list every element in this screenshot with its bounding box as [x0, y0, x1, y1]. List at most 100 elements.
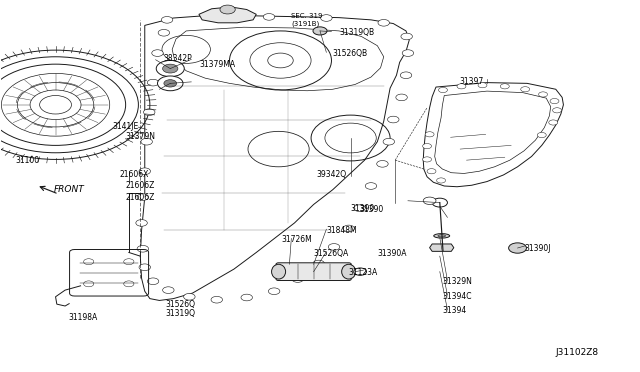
Circle shape	[402, 50, 413, 57]
Circle shape	[313, 260, 324, 267]
Circle shape	[478, 83, 487, 88]
Text: 31526QA: 31526QA	[314, 249, 349, 258]
Circle shape	[161, 16, 173, 23]
Circle shape	[241, 294, 252, 301]
Circle shape	[401, 33, 412, 40]
Circle shape	[388, 116, 399, 123]
Text: (3191B): (3191B)	[291, 20, 319, 27]
Circle shape	[124, 281, 134, 287]
Circle shape	[432, 198, 447, 207]
Circle shape	[396, 94, 407, 101]
Ellipse shape	[434, 234, 450, 238]
Circle shape	[220, 5, 236, 14]
Circle shape	[137, 194, 148, 201]
Text: 31379N: 31379N	[125, 132, 156, 141]
Circle shape	[343, 225, 355, 232]
Text: SEC. 319: SEC. 319	[291, 13, 323, 19]
Text: 31390J: 31390J	[524, 244, 550, 253]
Circle shape	[354, 268, 367, 275]
Text: 31397: 31397	[459, 77, 483, 86]
Text: 31726M: 31726M	[282, 235, 312, 244]
Circle shape	[422, 144, 431, 149]
Text: FRONT: FRONT	[54, 185, 84, 194]
Circle shape	[521, 87, 530, 92]
Text: 31123A: 31123A	[349, 268, 378, 277]
Circle shape	[206, 13, 218, 20]
Circle shape	[137, 246, 148, 252]
Circle shape	[313, 27, 327, 35]
Text: 31848M: 31848M	[326, 226, 357, 235]
Circle shape	[292, 276, 303, 282]
Circle shape	[425, 132, 434, 137]
Circle shape	[143, 109, 155, 115]
Circle shape	[156, 61, 184, 77]
Circle shape	[139, 168, 150, 174]
Circle shape	[147, 278, 159, 285]
Circle shape	[400, 72, 412, 78]
Text: 31319Q: 31319Q	[166, 309, 196, 318]
Circle shape	[268, 288, 280, 295]
Text: 38342P: 38342P	[164, 54, 193, 63]
Circle shape	[147, 79, 159, 86]
Text: 31319QB: 31319QB	[339, 28, 374, 37]
Circle shape	[136, 219, 147, 226]
Circle shape	[84, 281, 94, 287]
Circle shape	[124, 259, 134, 264]
Circle shape	[163, 287, 174, 294]
Circle shape	[365, 183, 377, 189]
Ellipse shape	[271, 264, 285, 279]
Circle shape	[328, 244, 340, 250]
FancyBboxPatch shape	[276, 263, 351, 280]
Circle shape	[211, 296, 223, 303]
Polygon shape	[429, 244, 454, 251]
Ellipse shape	[438, 235, 445, 237]
Text: 31329N: 31329N	[442, 278, 472, 286]
Polygon shape	[199, 7, 256, 23]
Circle shape	[163, 64, 178, 73]
Circle shape	[550, 99, 559, 104]
Circle shape	[158, 29, 170, 36]
Circle shape	[139, 264, 150, 270]
Circle shape	[184, 294, 195, 300]
Circle shape	[84, 259, 94, 264]
Circle shape	[422, 157, 431, 162]
Text: 31390: 31390	[360, 205, 384, 215]
Circle shape	[427, 169, 436, 174]
Text: 31394C: 31394C	[442, 292, 472, 301]
Text: 3141JE: 3141JE	[113, 122, 139, 131]
Circle shape	[509, 243, 527, 253]
Circle shape	[377, 161, 388, 167]
Text: 21606Z: 21606Z	[125, 182, 155, 190]
Circle shape	[354, 205, 365, 211]
Circle shape	[438, 87, 447, 93]
Circle shape	[552, 108, 561, 113]
Circle shape	[436, 178, 445, 183]
Text: 39342Q: 39342Q	[317, 170, 347, 179]
Circle shape	[539, 92, 547, 97]
Text: 31394: 31394	[442, 306, 467, 315]
Ellipse shape	[342, 264, 356, 279]
Circle shape	[164, 80, 177, 87]
Circle shape	[500, 84, 509, 89]
Text: J31102Z8: J31102Z8	[556, 349, 599, 357]
Text: 21606Z: 21606Z	[125, 193, 155, 202]
Circle shape	[457, 84, 466, 89]
Circle shape	[263, 13, 275, 20]
Circle shape	[157, 76, 183, 91]
Circle shape	[423, 197, 436, 205]
Circle shape	[538, 132, 546, 138]
Text: 31379MA: 31379MA	[199, 60, 235, 69]
Circle shape	[141, 138, 152, 145]
Text: 31198A: 31198A	[68, 312, 97, 321]
Circle shape	[321, 15, 332, 21]
Text: 31390: 31390	[351, 203, 375, 213]
Circle shape	[378, 19, 390, 26]
Circle shape	[383, 138, 394, 145]
Text: 31526Q: 31526Q	[166, 300, 196, 310]
Text: 31390A: 31390A	[378, 249, 407, 258]
Text: 31100: 31100	[15, 155, 40, 165]
Text: 21606X: 21606X	[119, 170, 148, 179]
Text: 31526QB: 31526QB	[333, 49, 368, 58]
Circle shape	[152, 50, 163, 57]
Circle shape	[548, 120, 557, 125]
